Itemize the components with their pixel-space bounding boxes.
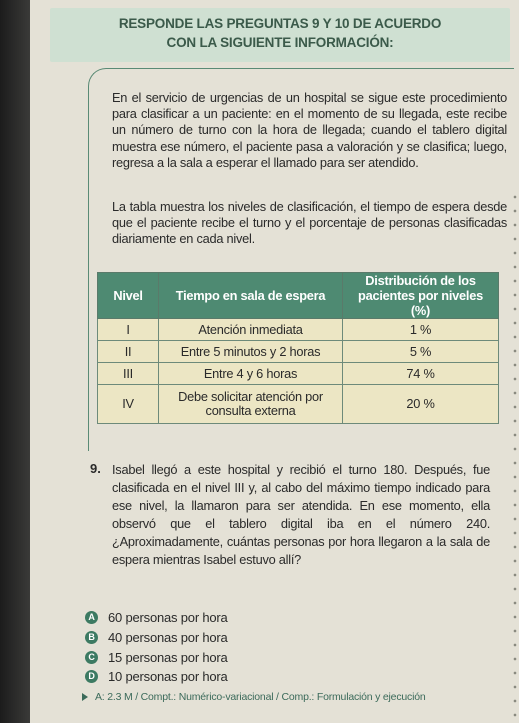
intro-paragraph: En el servicio de urgencias de un hospit… [112,90,507,170]
option-a-badge: A [85,610,98,624]
cell-time: Debe solicitar atención por consulta ext… [158,384,343,424]
cell-level: II [97,340,159,363]
classification-table: Nivel Tiempo en sala de espera Distribuc… [97,272,499,424]
option-c-text: 15 personas por hora [108,649,228,665]
option-d[interactable]: D 10 personas por hora [85,667,228,685]
table-row: IV Debe solicitar atención por consulta … [97,384,499,424]
option-c-badge: C [85,650,98,664]
cell-distribution: 5 % [342,340,499,363]
cell-distribution: 20 % [342,384,499,424]
option-c[interactable]: C 15 personas por hora [85,648,228,666]
info-box-border [88,68,514,451]
cell-level: I [97,318,159,341]
header-time: Tiempo en sala de espera [158,272,343,319]
question-number: 9. [90,461,101,476]
answer-footnote: A: 2.3 M / Compt.: Numérico-variacional … [82,691,426,703]
option-d-badge: D [85,669,98,683]
cell-distribution: 1 % [342,318,499,341]
section-banner: RESPONDE LAS PREGUNTAS 9 Y 10 DE ACUERDO… [50,8,510,62]
banner-line-1: RESPONDE LAS PREGUNTAS 9 Y 10 DE ACUERDO [118,16,442,31]
table-header-row: Nivel Tiempo en sala de espera Distribuc… [97,272,499,319]
option-a-text: 60 personas por hora [108,609,228,625]
option-d-text: 10 personas por hora [108,668,228,684]
cell-time: Entre 5 minutos y 2 horas [158,340,343,363]
arrow-icon [82,693,88,701]
footnote-text: A: 2.3 M / Compt.: Numérico-variacional … [95,691,426,703]
cell-distribution: 74 % [342,362,499,385]
banner-line-2: CON LA SIGUIENTE INFORMACIÓN: [166,35,394,50]
table-row: III Entre 4 y 6 horas 74 % [97,362,499,385]
option-b[interactable]: B 40 personas por hora [85,628,228,646]
table-row: I Atención inmediata 1 % [97,318,499,341]
binding-dots [513,190,517,720]
cell-time: Entre 4 y 6 horas [158,362,343,385]
table-row: II Entre 5 minutos y 2 horas 5 % [97,340,499,363]
question-text: Isabel llegó a este hospital y recibió e… [112,462,490,567]
header-level: Nivel [97,272,159,319]
header-distribution: Distribución de los pacientes por nivele… [342,272,499,319]
option-b-text: 40 personas por hora [108,629,228,645]
option-a[interactable]: A 60 personas por hora [85,608,228,626]
cell-time: Atención inmediata [158,318,343,341]
cell-level: III [97,362,159,385]
banner-heading: RESPONDE LAS PREGUNTAS 9 Y 10 DE ACUERDO… [50,14,510,52]
page-edge-shadow [0,0,30,723]
option-b-badge: B [85,630,98,644]
table-description-paragraph: La tabla muestra los niveles de clasific… [112,199,507,247]
cell-level: IV [97,384,159,424]
